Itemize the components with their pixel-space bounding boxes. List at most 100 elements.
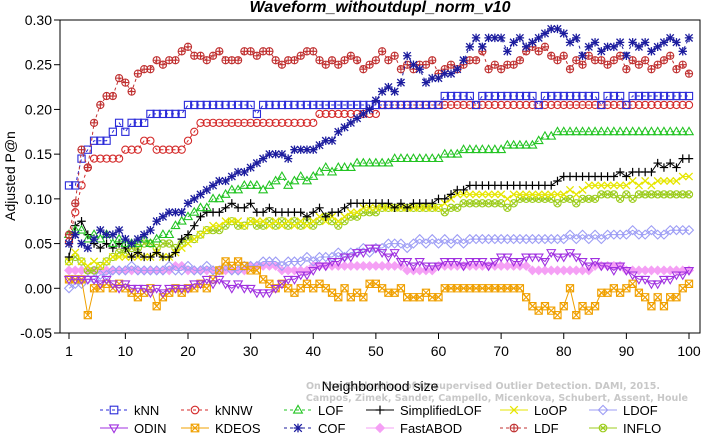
data-point [302, 118, 312, 127]
data-point [634, 181, 643, 190]
data-point [553, 176, 562, 186]
legend-label: LDOF [623, 403, 658, 418]
data-point [434, 203, 443, 212]
data-point [659, 100, 669, 110]
series-line [68, 104, 689, 242]
data-point [339, 162, 350, 171]
data-point [176, 284, 187, 294]
data-point [490, 190, 499, 199]
data-point [433, 238, 444, 249]
data-point [377, 87, 387, 96]
data-point [439, 233, 450, 245]
data-point [571, 253, 582, 263]
data-point [559, 51, 568, 60]
data-point [471, 199, 481, 208]
data-point [239, 179, 250, 189]
data-point [478, 199, 487, 208]
data-point [309, 217, 318, 226]
data-point [615, 100, 625, 110]
data-point [408, 238, 419, 249]
data-point [295, 271, 306, 281]
data-point [521, 42, 531, 52]
data-point [157, 229, 169, 239]
data-point [271, 118, 280, 127]
data-point [528, 38, 537, 47]
data-point [370, 157, 382, 167]
data-point [546, 249, 557, 259]
data-point [658, 126, 670, 136]
data-point [120, 280, 131, 290]
data-point [233, 56, 243, 65]
data-point [133, 145, 143, 154]
y-tick-label: 0.25 [25, 57, 52, 73]
data-point [478, 91, 487, 101]
data-point [214, 275, 225, 285]
data-point [564, 249, 576, 259]
data-point [558, 233, 569, 245]
data-point [232, 280, 244, 290]
data-point [621, 229, 632, 240]
data-point [302, 221, 312, 230]
data-point [596, 233, 607, 245]
data-point [152, 109, 161, 119]
data-point [202, 100, 211, 110]
data-point [327, 100, 337, 110]
data-point [246, 100, 255, 110]
data-point [127, 145, 136, 154]
data-point [489, 258, 501, 267]
data-point [615, 38, 625, 47]
data-point [622, 190, 631, 199]
data-point [597, 100, 606, 110]
data-point [396, 284, 406, 293]
data-point [277, 60, 287, 69]
data-point [177, 109, 186, 119]
data-point [215, 100, 224, 110]
data-point [420, 262, 432, 272]
legend-entry: SimplifiedLOF [366, 403, 482, 418]
data-point [446, 60, 456, 69]
data-point [565, 38, 575, 47]
data-point [553, 310, 562, 320]
data-point [195, 202, 206, 212]
data-point [233, 118, 243, 127]
legend-entry: ODIN [100, 421, 167, 434]
data-point [634, 42, 644, 52]
data-point [365, 60, 374, 69]
data-point [495, 144, 507, 154]
data-point [553, 56, 562, 65]
data-point [633, 126, 645, 136]
data-point [403, 100, 412, 110]
data-point [572, 310, 581, 320]
data-point [257, 289, 269, 299]
data-point [246, 199, 255, 208]
data-point [113, 284, 125, 294]
data-point [527, 253, 538, 263]
data-point [684, 154, 694, 163]
data-point [252, 109, 262, 119]
data-point [453, 64, 462, 74]
data-point [88, 275, 100, 285]
data-point [346, 208, 355, 217]
data-point [252, 266, 262, 275]
data-point [252, 118, 262, 127]
data-point [289, 275, 300, 285]
data-point [245, 284, 256, 294]
data-point [396, 100, 406, 110]
data-point [603, 91, 612, 101]
data-point [465, 100, 474, 110]
data-point [564, 229, 576, 240]
data-point [409, 60, 418, 69]
data-point [152, 248, 161, 257]
data-point [684, 172, 694, 181]
data-point [296, 145, 305, 154]
data-point [402, 203, 412, 212]
data-point [628, 100, 637, 110]
legend-entry: LOF [284, 403, 343, 418]
data-point [572, 190, 581, 199]
data-point [189, 280, 200, 290]
data-point [170, 284, 181, 294]
data-point [684, 33, 694, 43]
data-point [427, 262, 438, 272]
data-point [315, 203, 324, 212]
data-point [609, 100, 618, 110]
